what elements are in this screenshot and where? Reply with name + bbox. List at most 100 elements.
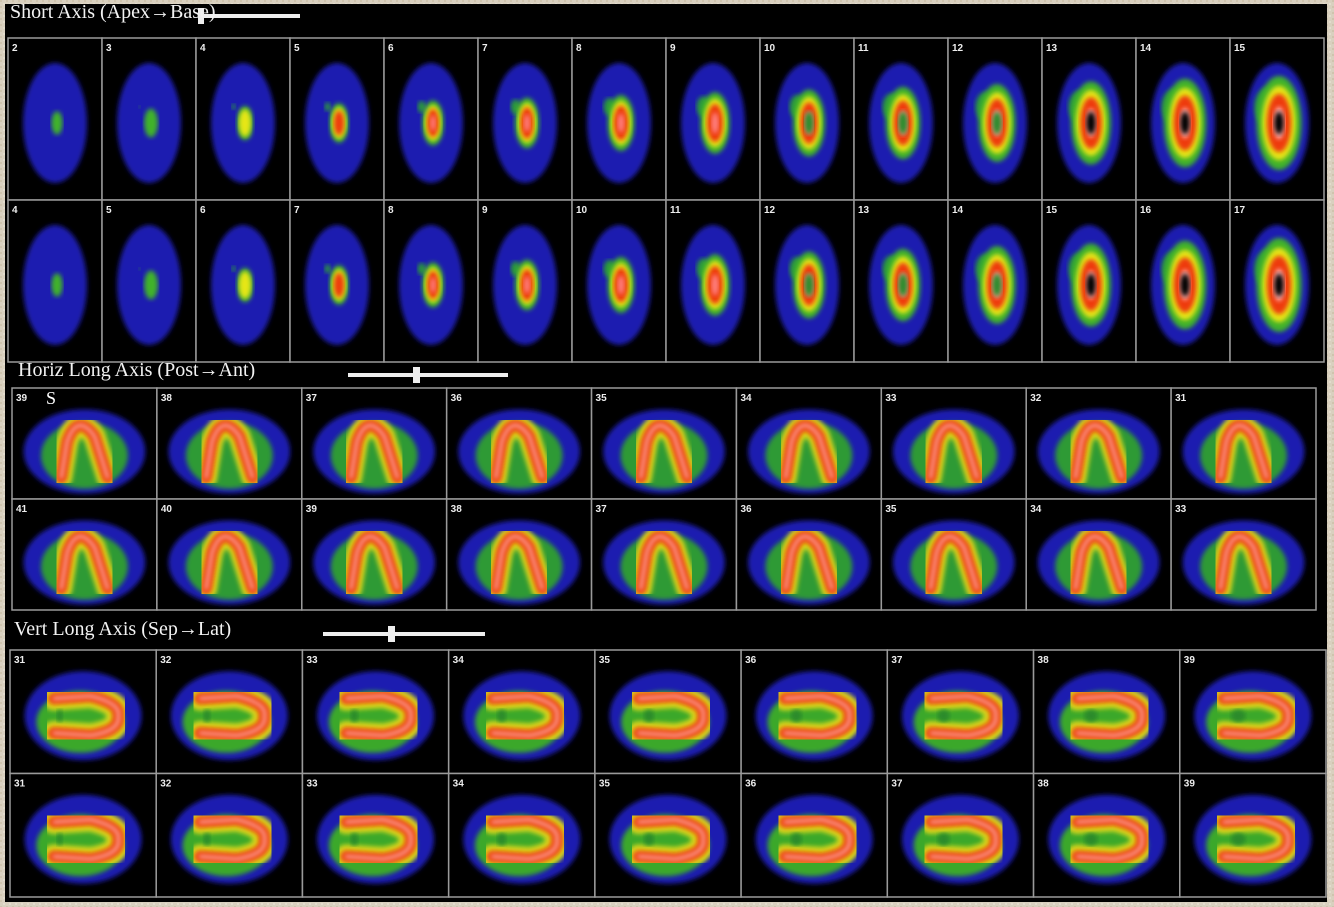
slider[interactable] [323,626,485,642]
slice-frame[interactable]: 36 [445,387,593,500]
blob [790,709,802,722]
slice-number: 34 [453,655,465,666]
slice-frame[interactable]: 15 [1041,199,1137,363]
slice-number: 39 [1184,655,1196,666]
blob [1084,709,1098,722]
slice-frame[interactable]: 4 [195,37,291,201]
uptake [784,424,834,479]
slice-frame[interactable]: 39 S [11,387,158,500]
slice-frame[interactable]: 39 [1179,772,1327,898]
blob [417,262,426,275]
slice-frame[interactable]: 10 [759,37,855,201]
slice-frame[interactable]: 39 [301,498,448,611]
slice-frame[interactable]: 7 [477,37,573,201]
slice-frame[interactable]: 34 [735,387,883,500]
slice-frame[interactable]: 2 [7,37,103,201]
slice-frame[interactable]: 14 [947,199,1043,363]
slice-frame[interactable]: 38 [156,387,303,500]
slice-frame[interactable]: 37 [886,649,1035,775]
slice-number: 16 [1140,205,1152,216]
slice-number: 33 [1175,504,1187,515]
slider[interactable] [198,8,300,24]
slice-frame[interactable]: 32 [155,649,304,775]
slice-frame[interactable]: 31 [9,649,157,775]
blob [144,270,158,300]
slice-frame[interactable]: 8 [383,199,479,363]
blob [430,277,436,293]
slice-frame[interactable]: 33 [301,649,450,775]
slice-frame[interactable]: 32 [155,772,304,898]
slice-frame[interactable]: 17 [1229,199,1325,363]
slice-frame[interactable]: 12 [947,37,1043,201]
slice-number: 37 [891,655,903,666]
slice-frame[interactable]: 33 [880,387,1027,500]
blob [1274,111,1284,135]
slice-frame[interactable]: 41 [11,498,158,611]
uptake [1075,817,1144,861]
slice-frame[interactable]: 36 [740,649,889,775]
slice-frame[interactable]: 33 [301,772,450,898]
blob [1274,273,1284,297]
blob [144,108,158,138]
slice-number: 11 [858,43,869,54]
slice-number: 32 [160,779,172,790]
slice-frame[interactable]: 8 [571,37,667,201]
slice-frame[interactable]: 4 [7,199,103,363]
uptake [1218,424,1269,479]
slice-frame[interactable]: 15 [1229,37,1325,201]
slice-frame[interactable]: 37 [590,498,738,611]
slice-frame[interactable]: 38 [445,498,593,611]
slice-frame[interactable]: 36 [735,498,883,611]
slice-frame[interactable]: 14 [1135,37,1231,201]
slice-frame[interactable]: 37 [301,387,448,500]
slice-frame[interactable]: 35 [880,498,1027,611]
slice-frame[interactable]: 13 [1041,37,1137,201]
slider[interactable] [348,367,508,383]
blob [937,833,950,846]
slice-frame[interactable]: 35 [594,649,742,775]
slice-frame[interactable]: 11 [665,199,761,363]
blob [1180,111,1190,135]
slice-frame[interactable]: 16 [1135,199,1231,363]
slice-number: 3 [106,43,112,54]
slice-number: 37 [306,393,318,404]
blob [138,267,141,271]
slice-frame[interactable]: 6 [195,199,291,363]
blob [56,709,63,722]
slice-frame[interactable]: 40 [156,498,303,611]
slice-frame[interactable]: 32 [1025,387,1172,500]
slice-frame[interactable]: 10 [571,199,667,363]
slice-frame[interactable]: 38 [1032,649,1181,775]
blob [1230,709,1246,722]
slice-frame[interactable]: 5 [289,37,385,201]
slice-frame[interactable]: 31 [1170,387,1317,500]
slice-frame[interactable]: 3 [101,37,197,201]
slice-number: 7 [482,43,488,54]
slice-frame[interactable]: 12 [759,199,855,363]
blob [350,833,359,846]
slice-frame[interactable]: 34 [447,649,596,775]
slice-frame[interactable]: 5 [101,199,197,363]
slice-frame[interactable]: 9 [665,37,761,201]
slice-frame[interactable]: 38 [1032,772,1181,898]
blob [643,833,655,846]
slice-frame[interactable]: 34 [1025,498,1172,611]
blob [430,115,436,131]
blob [138,105,141,109]
slice-frame[interactable]: 11 [853,37,949,201]
slice-frame[interactable]: 9 [477,199,573,363]
slice-frame[interactable]: 34 [447,772,596,898]
slice-frame[interactable]: 6 [383,37,479,201]
slice-frame[interactable]: 31 [9,772,157,898]
slice-frame[interactable]: 35 [594,772,742,898]
section-title: Vert Long Axis (Sep→Lat) [14,618,231,640]
slice-number: 31 [1175,393,1187,404]
slice-frame[interactable]: 35 [590,387,738,500]
slice-frame[interactable]: 37 [886,772,1035,898]
slice-frame[interactable]: 33 [1170,498,1317,611]
slice-frame[interactable]: 13 [853,199,949,363]
slice-frame[interactable]: 7 [289,199,385,363]
slice-frame[interactable]: 39 [1179,649,1327,775]
slice-number: 15 [1046,205,1058,216]
slice-frame[interactable]: 36 [740,772,889,898]
